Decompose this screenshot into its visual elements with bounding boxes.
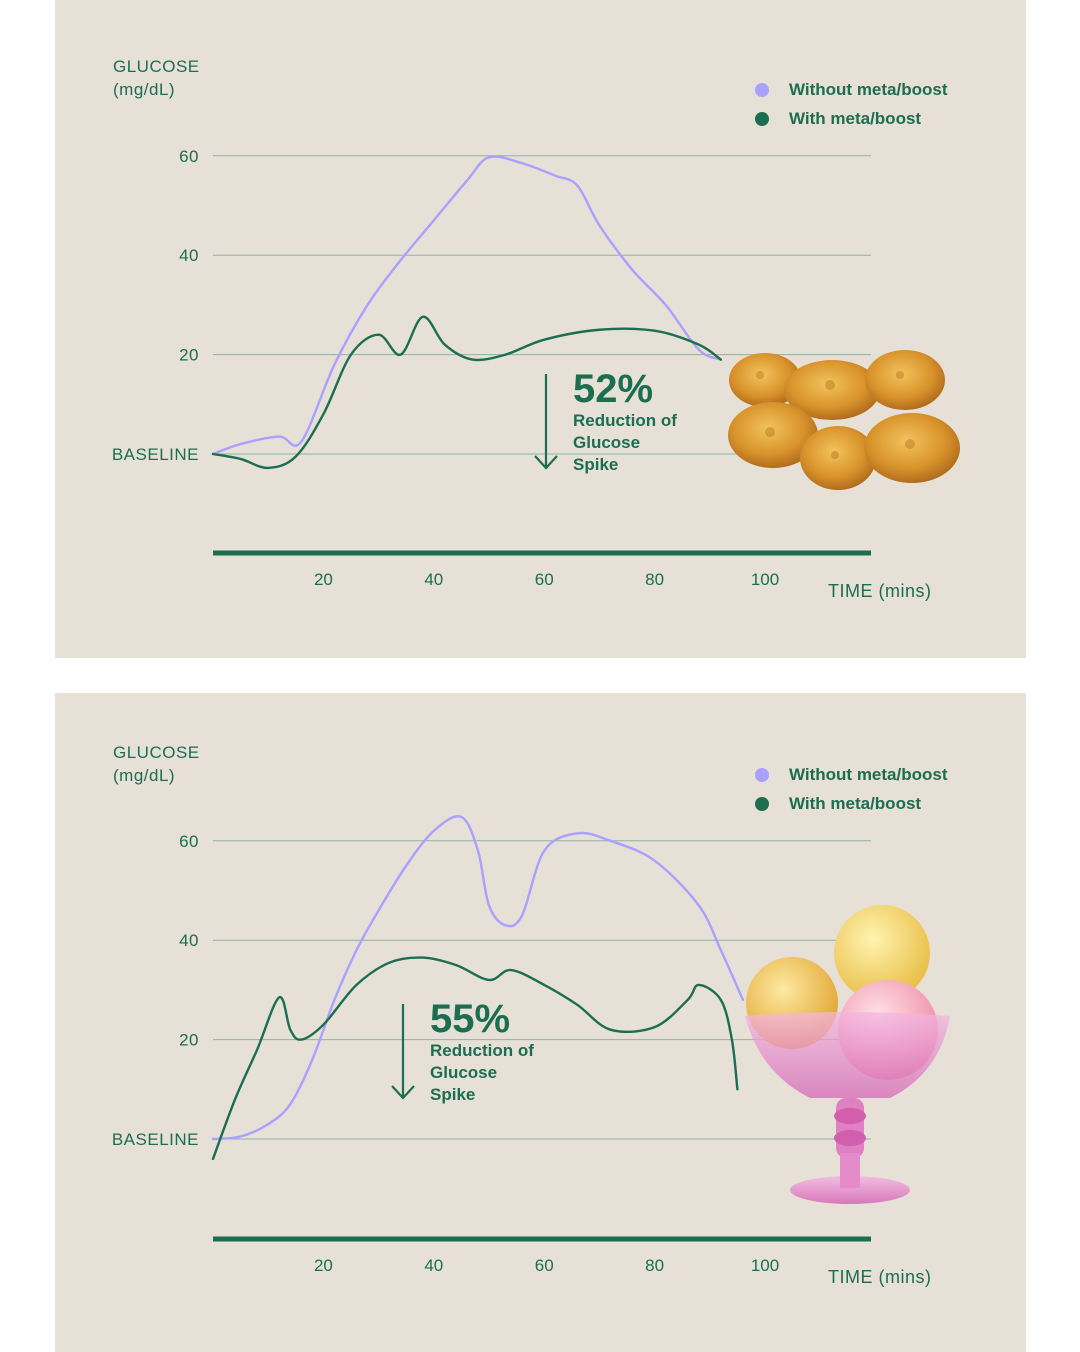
reduction-callout: 52% Reduction of Glucose Spike bbox=[573, 368, 683, 476]
legend-dot-purple-icon bbox=[755, 767, 769, 782]
legend-dot-green-icon bbox=[755, 796, 769, 811]
x-tick-label: 20 bbox=[314, 1256, 333, 1275]
series-line-without-meta-boost bbox=[211, 815, 745, 1141]
y-axis-label: GLUCOSE (mg/dL) bbox=[113, 743, 200, 785]
legend-label-with: With meta/boost bbox=[789, 793, 922, 813]
reduction-percent: 55% bbox=[430, 997, 511, 1041]
x-tick-label: 60 bbox=[535, 1256, 554, 1275]
legend: Without meta/boost With meta/boost bbox=[755, 760, 948, 818]
legend-dot-purple-icon bbox=[755, 82, 769, 97]
y-tick-label: 20 bbox=[179, 1031, 199, 1050]
y-tick-label: 20 bbox=[179, 346, 199, 365]
y-tick-label: BASELINE bbox=[112, 1130, 199, 1149]
glucose-chart-1: 60 40 20 BASELINE 20 40 60 80 100 bbox=[112, 147, 871, 589]
x-tick-label: 80 bbox=[645, 570, 664, 589]
y-tick-label: 40 bbox=[179, 931, 199, 950]
y-axis-label: GLUCOSE (mg/dL) bbox=[113, 57, 200, 99]
ice-cream-sundae-image bbox=[745, 905, 950, 1204]
series-line-with-meta-boost bbox=[211, 315, 723, 470]
down-arrow-icon bbox=[391, 1004, 415, 1100]
legend-label-without: Without meta/boost bbox=[789, 79, 948, 99]
legend-item-without: Without meta/boost bbox=[755, 760, 948, 789]
x-axis-label: TIME (mins) bbox=[828, 1267, 932, 1287]
x-tick-label: 100 bbox=[751, 1256, 779, 1275]
legend-label-with: With meta/boost bbox=[789, 108, 922, 128]
legend-dot-green-icon bbox=[755, 111, 769, 126]
glucose-chart-2: 60 40 20 BASELINE 20 40 60 80 100 bbox=[112, 815, 871, 1275]
chicken-nuggets-image bbox=[728, 350, 960, 490]
x-tick-label: 20 bbox=[314, 570, 333, 589]
legend-item-with: With meta/boost bbox=[755, 789, 948, 818]
y-tick-label: 40 bbox=[179, 246, 199, 265]
legend-item-with: With meta/boost bbox=[755, 104, 948, 133]
y-tick-label: 60 bbox=[179, 832, 199, 851]
reduction-percent: 52% bbox=[573, 367, 654, 411]
x-tick-label: 100 bbox=[751, 570, 779, 589]
x-tick-label: 40 bbox=[424, 1256, 443, 1275]
down-arrow-icon bbox=[534, 374, 558, 470]
y-tick-label: 60 bbox=[179, 147, 199, 166]
y-tick-label: BASELINE bbox=[112, 445, 199, 464]
x-tick-label: 60 bbox=[535, 570, 554, 589]
legend-item-without: Without meta/boost bbox=[755, 75, 948, 104]
x-tick-label: 80 bbox=[645, 1256, 664, 1275]
series-line-with-meta-boost bbox=[211, 956, 739, 1161]
reduction-callout: 55% Reduction of Glucose Spike bbox=[430, 998, 540, 1106]
legend-label-without: Without meta/boost bbox=[789, 764, 948, 784]
reduction-text: Reduction of Glucose Spike bbox=[430, 1041, 534, 1104]
reduction-text: Reduction of Glucose Spike bbox=[573, 411, 677, 474]
series-line-without-meta-boost bbox=[211, 155, 723, 456]
chart-panel-ice-cream: 60 40 20 BASELINE 20 40 60 80 100 GLUCOSE (mg/dL… bbox=[55, 693, 1026, 1352]
legend: Without meta/boost With meta/boost bbox=[755, 75, 948, 133]
chart-panel-nuggets: 60 40 20 BASELINE 20 40 60 80 100 GLUCOSE (mg/dL… bbox=[55, 0, 1026, 658]
x-tick-label: 40 bbox=[424, 570, 443, 589]
x-axis-label: TIME (mins) bbox=[828, 581, 932, 601]
